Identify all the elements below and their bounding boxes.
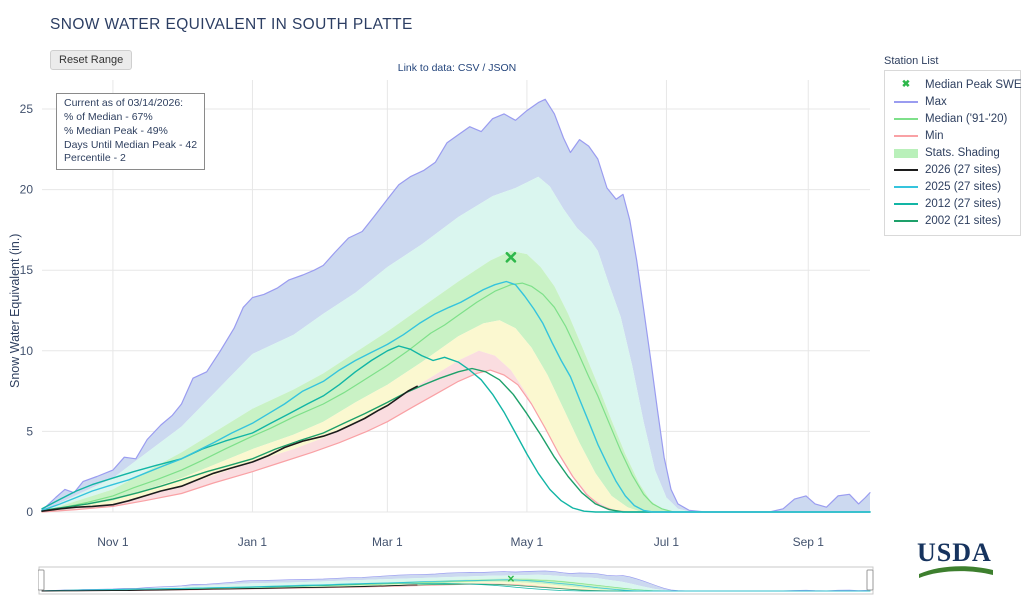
range-slider[interactable] [38, 566, 874, 595]
series-line-2026-27-sites [41, 584, 418, 592]
band-min-to-p10 [42, 350, 870, 512]
link-prefix: Link to data: [397, 62, 455, 74]
current-status-annotation: Current as of 03/14/2026: % of Median - … [56, 93, 206, 171]
series-line-max [41, 98, 871, 513]
svg-text:0: 0 [26, 505, 33, 519]
legend-item-median-peak-swe[interactable]: ✖ Median Peak SWE [894, 79, 1022, 91]
annotation-pct-of-median: % of Median - 67% [64, 110, 153, 123]
series-line-min [41, 369, 871, 513]
range-slider-right-handle[interactable] [866, 569, 874, 591]
band-p70-to-p90 [42, 176, 870, 512]
svg-text:Sep 1: Sep 1 [793, 535, 825, 549]
series-line-median-91-20 [41, 579, 871, 592]
year-2002-line-swatch-icon [894, 220, 918, 222]
legend-item-max[interactable]: Max [894, 96, 1011, 108]
legend-label: Median Peak SWE [925, 79, 1022, 91]
band-p90-to-max [42, 99, 870, 513]
svg-text:5: 5 [26, 424, 33, 438]
link-separator: / [482, 62, 486, 74]
chart-legend: ✖ Median Peak SWE Max Median ('91-'20) M… [884, 70, 1022, 236]
median-peak-x-icon: ✖ [901, 79, 911, 90]
legend-item-2025[interactable]: 2025 (27 sites) [894, 181, 1011, 193]
svg-text:Mar 1: Mar 1 [372, 535, 403, 549]
usda-logo: USDA [917, 540, 997, 579]
csv-link[interactable]: CSV [457, 62, 480, 74]
legend-label: Stats. Shading [925, 147, 1000, 159]
legend-label: 2012 (27 sites) [925, 198, 1002, 210]
band-p30-to-p70 [42, 578, 870, 591]
legend-label: Median ('91-'20) [925, 113, 1008, 125]
legend-item-2026[interactable]: 2026 (27 sites) [894, 164, 1011, 176]
annotation-pct-median-peak: % Median Peak - 49% [64, 124, 168, 137]
swe-main-chart[interactable]: 0 5 10 15 20 25 Nov 1 Jan 1 Mar 1 May 1 Jul 1 Sep 1 [0, 70, 882, 562]
legend-item-2002[interactable]: 2002 (21 sites) [894, 215, 1011, 227]
data-links: Link to data: CSV / JSON [352, 62, 562, 74]
band-p30-to-p70 [42, 250, 870, 512]
svg-text:15: 15 [20, 263, 34, 277]
year-2025-line-swatch-icon [894, 186, 918, 188]
svg-text:Jan 1: Jan 1 [238, 535, 268, 549]
svg-text:10: 10 [20, 344, 34, 358]
legend-item-min[interactable]: Min [894, 130, 1011, 142]
legend-label: Max [925, 96, 947, 108]
series-line-2025-27-sites [41, 579, 871, 592]
band-p10-to-p30 [42, 320, 870, 512]
json-link[interactable]: JSON [488, 62, 517, 74]
year-2026-line-swatch-icon [894, 169, 918, 171]
legend-label: 2002 (21 sites) [925, 215, 1002, 227]
svg-text:25: 25 [20, 102, 34, 116]
legend-item-median[interactable]: Median ('91-'20) [894, 113, 1011, 125]
annotation-current-as-of: Current as of 03/14/2026: [64, 97, 184, 109]
axis-tick-labels: 0 5 10 15 20 25 Nov 1 Jan 1 Mar 1 May 1 Jul 1 Sep 1 [20, 102, 825, 549]
median-peak-swe-marker [507, 575, 514, 582]
legend-item-stats-shading[interactable]: Stats. Shading [894, 147, 1011, 159]
stats-shading-swatch-icon [894, 148, 918, 158]
legend-item-2012[interactable]: 2012 (27 sites) [894, 198, 1011, 210]
legend-label: 2026 (27 sites) [925, 164, 1002, 176]
median-line-swatch-icon [894, 118, 918, 120]
min-line-swatch-icon [894, 135, 918, 137]
station-list-link[interactable]: Station List [884, 55, 939, 67]
range-slider-left-handle[interactable] [38, 569, 45, 591]
usda-wordmark: USDA [917, 538, 992, 567]
annotation-percentile: Percentile - 2 [64, 152, 126, 165]
series-line-2026-27-sites [41, 385, 418, 512]
usda-swoosh-icon [919, 566, 993, 578]
reset-range-button[interactable]: Reset Range [50, 50, 133, 70]
series-line-median-91-20 [41, 282, 871, 513]
year-2012-line-swatch-icon [894, 203, 918, 205]
svg-text:Jul 1: Jul 1 [654, 535, 680, 549]
legend-label: 2025 (27 sites) [925, 181, 1002, 193]
legend-label: Min [925, 130, 944, 142]
y-axis-label: Snow Water Equivalent (in.) [8, 233, 22, 388]
page-title: SNOW WATER EQUIVALENT IN SOUTH PLATTE [50, 16, 413, 33]
max-line-swatch-icon [894, 101, 918, 103]
series-line-2012-27-sites [41, 345, 871, 513]
svg-text:Nov 1: Nov 1 [97, 535, 129, 549]
median-peak-swe-marker [505, 252, 517, 263]
band-p90-to-max [42, 570, 870, 591]
annotation-days-until-peak: Days Until Median Peak - 42 [64, 138, 198, 151]
svg-text:May 1: May 1 [511, 535, 544, 549]
svg-text:20: 20 [20, 183, 34, 197]
series-line-2025-27-sites [41, 280, 871, 513]
